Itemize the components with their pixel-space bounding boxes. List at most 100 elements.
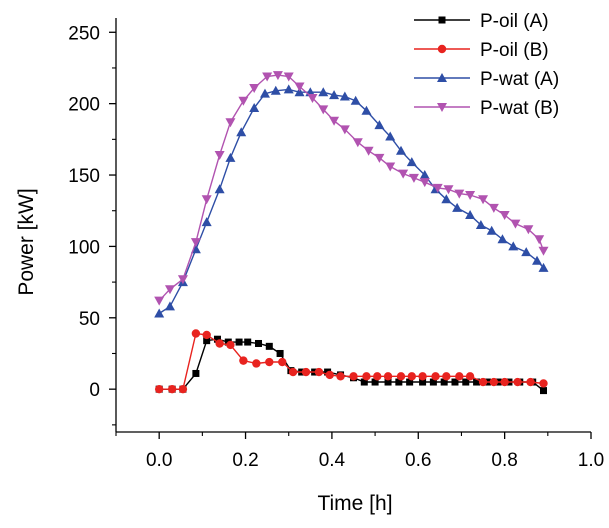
data-point bbox=[374, 120, 385, 130]
data-point bbox=[164, 285, 175, 295]
data-point bbox=[350, 95, 361, 105]
data-point bbox=[329, 90, 340, 100]
y-tick-label: 50 bbox=[79, 309, 100, 330]
data-point bbox=[262, 72, 273, 82]
data-point bbox=[213, 335, 221, 343]
data-point bbox=[521, 247, 532, 257]
legend-item: P-oil (A) bbox=[414, 11, 549, 32]
data-point bbox=[374, 153, 385, 163]
data-point bbox=[454, 189, 465, 199]
data-point bbox=[540, 387, 547, 395]
data-point bbox=[236, 127, 247, 137]
data-point bbox=[259, 88, 270, 98]
data-point bbox=[301, 367, 311, 377]
data-point bbox=[497, 234, 508, 244]
data-point bbox=[283, 84, 294, 94]
legend-marker bbox=[437, 73, 447, 82]
data-point bbox=[538, 262, 549, 272]
data-point bbox=[294, 82, 305, 92]
data-point bbox=[478, 195, 489, 205]
data-point bbox=[360, 378, 368, 386]
series-layer bbox=[154, 71, 549, 395]
data-point bbox=[500, 377, 509, 387]
legend-item: P-wat (A) bbox=[414, 69, 559, 90]
data-point bbox=[244, 338, 252, 346]
data-point bbox=[214, 184, 225, 194]
x-tick-label: 0.4 bbox=[319, 450, 346, 471]
data-point bbox=[432, 183, 443, 193]
data-point bbox=[488, 203, 499, 213]
data-point bbox=[349, 372, 358, 381]
data-point bbox=[429, 378, 437, 386]
data-point bbox=[396, 372, 406, 381]
data-point bbox=[462, 378, 470, 386]
data-point bbox=[440, 378, 448, 386]
data-point bbox=[294, 87, 305, 97]
data-point bbox=[478, 377, 488, 387]
axes: 0.0 0.2 0.4 0.6 0.8 1.0 0 50 100 150 200 250 bbox=[68, 18, 604, 471]
legend-label: P-wat (A) bbox=[480, 69, 559, 90]
data-point bbox=[154, 384, 164, 394]
data-point bbox=[532, 255, 543, 265]
data-point bbox=[177, 275, 188, 285]
series-p-wat-a- bbox=[154, 84, 549, 318]
legend-marker bbox=[437, 44, 447, 54]
data-point bbox=[191, 329, 201, 338]
x-tick-label: 0.8 bbox=[491, 450, 517, 471]
data-point bbox=[265, 357, 274, 367]
data-point bbox=[513, 377, 522, 387]
y-tick-label: 200 bbox=[68, 95, 100, 116]
data-point bbox=[238, 96, 249, 106]
data-point bbox=[255, 339, 262, 347]
legend-item: P-wat (B) bbox=[414, 98, 559, 119]
data-point bbox=[486, 225, 497, 235]
data-point bbox=[465, 372, 475, 381]
data-point bbox=[538, 246, 549, 256]
data-point bbox=[406, 157, 417, 167]
data-point bbox=[441, 194, 452, 204]
data-point bbox=[318, 87, 329, 97]
data-point bbox=[352, 138, 363, 148]
x-tick-label: 0.0 bbox=[146, 450, 172, 471]
data-point bbox=[225, 118, 236, 128]
legend-marker bbox=[438, 16, 446, 24]
data-point bbox=[384, 378, 392, 386]
data-point bbox=[395, 378, 403, 386]
data-point bbox=[361, 105, 372, 115]
data-point bbox=[201, 217, 212, 227]
data-point bbox=[442, 372, 451, 381]
legend-label: P-wat (B) bbox=[480, 98, 559, 119]
data-point bbox=[226, 340, 235, 350]
data-point bbox=[202, 330, 211, 340]
data-point bbox=[385, 131, 396, 141]
x-tick-label: 0.2 bbox=[232, 450, 258, 471]
data-point bbox=[318, 105, 329, 115]
data-point bbox=[419, 378, 427, 386]
data-point bbox=[455, 372, 464, 381]
data-point bbox=[190, 238, 201, 248]
data-point bbox=[201, 195, 212, 205]
data-point bbox=[314, 367, 324, 377]
data-point bbox=[235, 338, 243, 346]
data-point bbox=[451, 378, 459, 386]
data-point bbox=[508, 241, 519, 251]
data-point bbox=[265, 342, 273, 350]
data-point bbox=[167, 384, 177, 394]
data-point bbox=[443, 185, 454, 195]
data-point bbox=[408, 173, 419, 183]
data-point bbox=[489, 377, 499, 387]
data-point bbox=[418, 372, 427, 381]
legend: P-oil (A) P-oil (B) P-wat (A) P-wat (B) bbox=[414, 11, 559, 119]
data-point bbox=[214, 151, 225, 161]
data-point bbox=[249, 102, 260, 112]
data-point bbox=[239, 356, 248, 365]
x-tick-label: 1.0 bbox=[578, 450, 604, 471]
y-tick-label: 100 bbox=[68, 237, 100, 258]
y-tick-label: 150 bbox=[68, 166, 100, 187]
data-point bbox=[307, 93, 318, 103]
data-point bbox=[473, 378, 481, 386]
data-point bbox=[452, 202, 463, 212]
data-point bbox=[283, 72, 294, 82]
